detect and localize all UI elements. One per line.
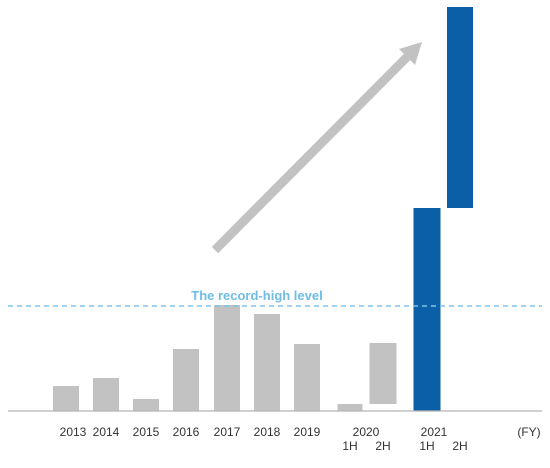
bar-2017 [214,305,240,411]
tick-label-year: 2020 [353,425,380,439]
tick-label-year: 2016 [173,425,200,439]
trend-arrow-icon [211,42,422,254]
tick-label-year: 2013 [60,425,87,439]
tick-label-year: 2018 [254,425,281,439]
bar-2021-1H [413,208,441,411]
trend-arrow-shaft [211,52,412,254]
bar-2019 [294,344,320,411]
x-axis-unit-label: (FY) [517,425,540,439]
tick-label-half: 1H [342,439,357,453]
bar-cont-2H [447,7,473,208]
bar-cont-2H [369,343,397,404]
tick-label-year: 2017 [214,425,241,439]
bar-2018 [254,314,280,411]
tick-label-half: 2H [375,439,390,453]
bar-2016 [173,349,199,411]
trend-arrow-head [399,42,422,65]
tick-label-year: 2015 [133,425,160,439]
bar-2013 [53,386,79,411]
bars-layer [53,7,473,411]
bar-2014 [93,378,119,411]
tick-label-half: 1H [419,439,434,453]
bar-2015 [133,399,159,411]
bar-2020-1H [337,404,363,411]
record-high-label: The record-high level [191,288,322,303]
tick-label-year: 2019 [294,425,321,439]
tick-label-year: 2014 [93,425,120,439]
tick-label-half: 2H [452,439,467,453]
tick-label-year: 2021 [421,425,448,439]
